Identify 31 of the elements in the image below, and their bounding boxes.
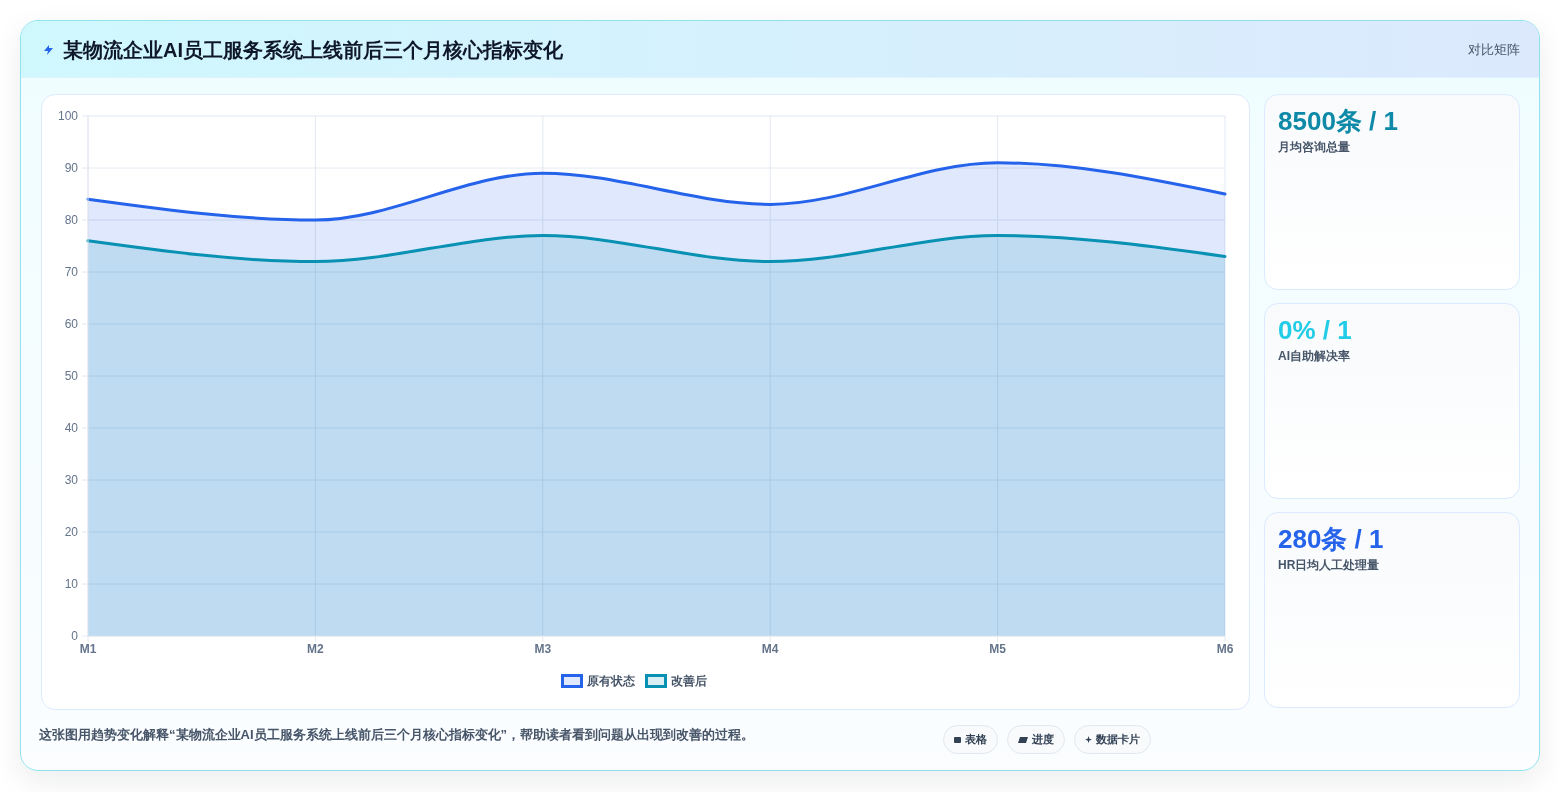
y-tick-label: 30 [64, 473, 79, 488]
x-tick-label: M3 [534, 641, 552, 656]
x-tick-label: M1 [79, 641, 97, 656]
y-tick-label: 80 [64, 213, 79, 228]
text: 8500条 / 1 [1278, 106, 1398, 136]
y-tick-label: 10 [64, 577, 79, 592]
text: HR日均人工处理量 [1278, 558, 1380, 572]
y-tick-label: 100 [57, 109, 79, 124]
y-tick-label: 50 [64, 369, 79, 384]
y-tick-label: 0 [71, 629, 79, 644]
text: 280条 / 1 [1278, 524, 1384, 554]
text: 这张图用趋势变化解释“某物流企业AI员工服务系统上线前后三个月核心指标变化”，帮助读者看到问题从出现到改善的过程。 [39, 727, 754, 742]
x-tick-label: M6 [1216, 641, 1234, 656]
x-tick-label: M4 [761, 641, 779, 656]
text: 0% / 1 [1278, 315, 1352, 345]
x-tick-label: M5 [989, 641, 1007, 656]
legend-label: 原有状态 [586, 672, 635, 690]
y-tick-label: 90 [64, 161, 79, 176]
y-tick-label: 40 [64, 421, 79, 436]
y-tick-label: 20 [64, 525, 79, 540]
y-tick-label: 60 [64, 317, 79, 332]
y-tick-label: 70 [64, 265, 79, 280]
text: 对比矩阵 [1468, 42, 1520, 57]
text: AI自助解决率 [1278, 349, 1350, 363]
text: 月均咨询总量 [1278, 140, 1350, 154]
text: 数据卡片 [1096, 732, 1140, 747]
text: 进度 [1032, 732, 1054, 747]
legend-label: 改善后 [670, 672, 707, 690]
text: 表格 [965, 732, 987, 747]
x-tick-label: M2 [307, 641, 325, 656]
chart-title: 某物流企业AI员工服务系统上线前后三个月核心指标变化 [63, 39, 563, 61]
